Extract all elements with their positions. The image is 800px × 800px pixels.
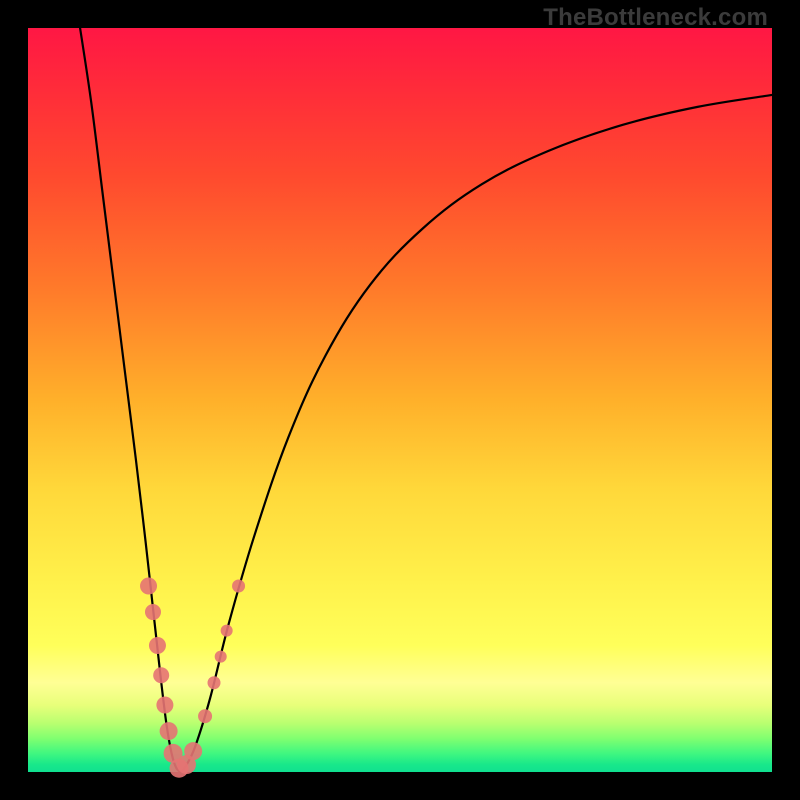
curve-left-branch [80, 28, 180, 772]
curve-right-branch [181, 95, 772, 772]
data-marker [140, 578, 157, 595]
curve-overlay [28, 28, 772, 772]
data-marker [198, 709, 212, 723]
chart-container: TheBottleneck.com [0, 0, 800, 800]
data-marker [149, 637, 166, 654]
data-marker [184, 742, 202, 760]
data-marker [221, 625, 233, 637]
watermark-text: TheBottleneck.com [543, 4, 768, 32]
data-marker [156, 697, 173, 714]
data-marker [208, 676, 221, 689]
data-marker [145, 604, 161, 620]
data-marker [215, 651, 227, 663]
data-marker [232, 580, 245, 593]
data-marker [160, 722, 178, 740]
data-marker [153, 667, 169, 683]
plot-area [28, 28, 772, 772]
